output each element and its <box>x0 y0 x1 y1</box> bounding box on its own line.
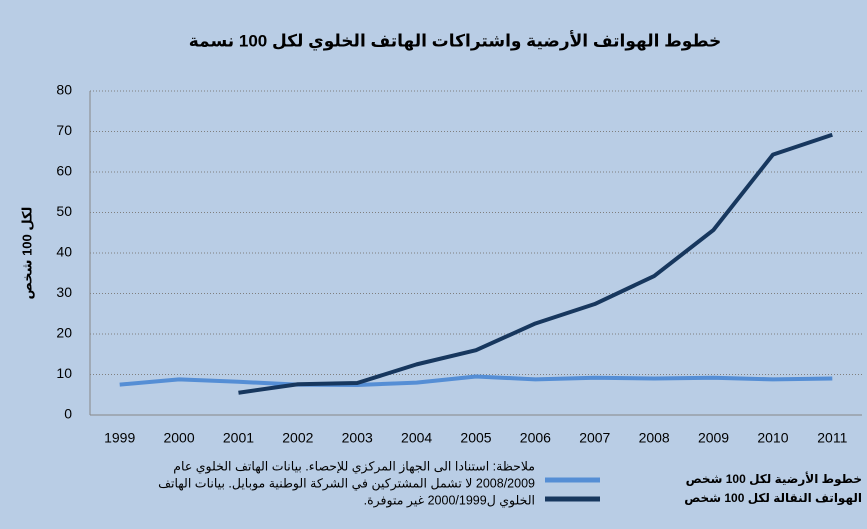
note-line: الخلوي ل2000/1999 غير متوفرة. <box>364 493 535 508</box>
x-tick-label: 2000 <box>163 430 194 446</box>
x-tick-label: 2002 <box>282 430 313 446</box>
y-tick-label: 80 <box>56 82 72 98</box>
x-tick-label: 2004 <box>401 430 432 446</box>
x-tick-label: 2007 <box>579 430 610 446</box>
x-tick-label: 2005 <box>460 430 491 446</box>
x-tick-label: 2001 <box>223 430 254 446</box>
y-tick-label: 20 <box>56 325 72 341</box>
y-tick-label: 50 <box>56 203 72 219</box>
x-tick-label: 1999 <box>104 430 135 446</box>
x-tick-label: 2006 <box>520 430 551 446</box>
y-axis-label: لكل 100 شخص <box>19 207 34 300</box>
note-line: 2008/2009 لا تشمل المشتركين في الشركة ال… <box>158 476 535 491</box>
y-tick-label: 30 <box>56 284 72 300</box>
legend-label: الهواتف النقالة لكل 100 شخص <box>684 491 862 506</box>
series-line <box>238 132 833 395</box>
note-line: ملاحظة: استنادا الى الجهاز المركزي للإحص… <box>173 459 535 474</box>
chart-title: خطوط الهواتف الأرضية واشتراكات الهاتف ال… <box>189 30 722 51</box>
x-tick-label: 2009 <box>698 430 729 446</box>
x-tick-label: 2011 <box>817 430 847 446</box>
x-tick-label: 2010 <box>757 430 788 446</box>
legend-label: خطوط الأرضية لكل 100 شخص <box>686 471 862 487</box>
y-tick-label: 70 <box>56 122 72 138</box>
x-tick-label: 2008 <box>639 430 670 446</box>
x-tick-label: 2003 <box>342 430 373 446</box>
y-tick-label: 60 <box>56 163 72 179</box>
y-tick-label: 10 <box>56 365 72 381</box>
series-line <box>119 374 833 388</box>
y-tick-label: 0 <box>64 406 72 422</box>
y-tick-label: 40 <box>56 244 72 260</box>
